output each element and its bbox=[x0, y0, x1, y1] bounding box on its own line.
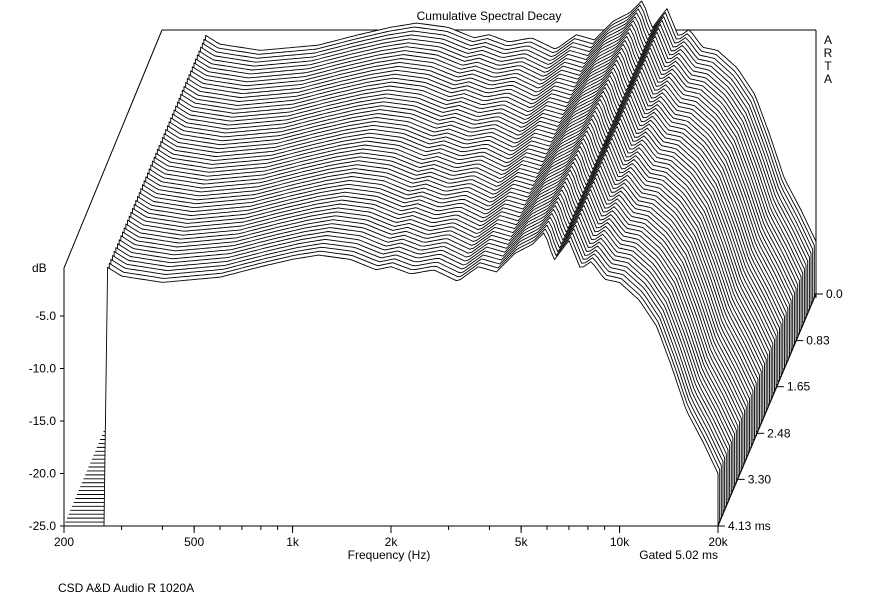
y-axis-title: dB bbox=[32, 261, 47, 275]
brand-letter: A bbox=[824, 72, 832, 86]
brand-letter: A bbox=[824, 33, 832, 47]
x-tick-label: 200 bbox=[54, 535, 74, 549]
left-depth-edge bbox=[63, 29, 163, 269]
z-tick-label: 4.13 ms bbox=[728, 519, 771, 533]
z-tick-label: 1.65 bbox=[787, 380, 811, 394]
x-axis-title: Frequency (Hz) bbox=[348, 548, 431, 562]
z-tick-label: 2.48 bbox=[767, 426, 791, 440]
decay-slices bbox=[63, 0, 817, 527]
y-tick-label: -20.0 bbox=[29, 467, 57, 481]
x-tick-label: 1k bbox=[286, 535, 300, 549]
brand-letter: R bbox=[824, 46, 833, 60]
footer-caption: CSD A&D Audio R 1020A bbox=[58, 581, 194, 595]
y-tick-label: -25.0 bbox=[29, 519, 57, 533]
gate-label: Gated 5.02 ms bbox=[639, 548, 718, 562]
z-tick-label: 0.0 bbox=[826, 287, 843, 301]
y-tick-label: -10.0 bbox=[29, 362, 57, 376]
z-tick-label: 0.83 bbox=[806, 334, 830, 348]
brand-letter: T bbox=[824, 59, 832, 73]
y-tick-label: -15.0 bbox=[29, 414, 57, 428]
z-tick-label: 3.30 bbox=[748, 472, 772, 486]
x-tick-label: 500 bbox=[184, 535, 204, 549]
axis-labels: Cumulative Spectral Decay Frequency (Hz)… bbox=[29, 9, 843, 595]
x-tick-label: 20k bbox=[708, 535, 728, 549]
decay-slice bbox=[63, 232, 719, 527]
x-tick-label: 5k bbox=[515, 535, 529, 549]
chart-title: Cumulative Spectral Decay bbox=[417, 9, 562, 23]
x-tick-label: 10k bbox=[610, 535, 630, 549]
x-tick-label: 2k bbox=[385, 535, 399, 549]
y-tick-label: -5.0 bbox=[35, 309, 56, 323]
